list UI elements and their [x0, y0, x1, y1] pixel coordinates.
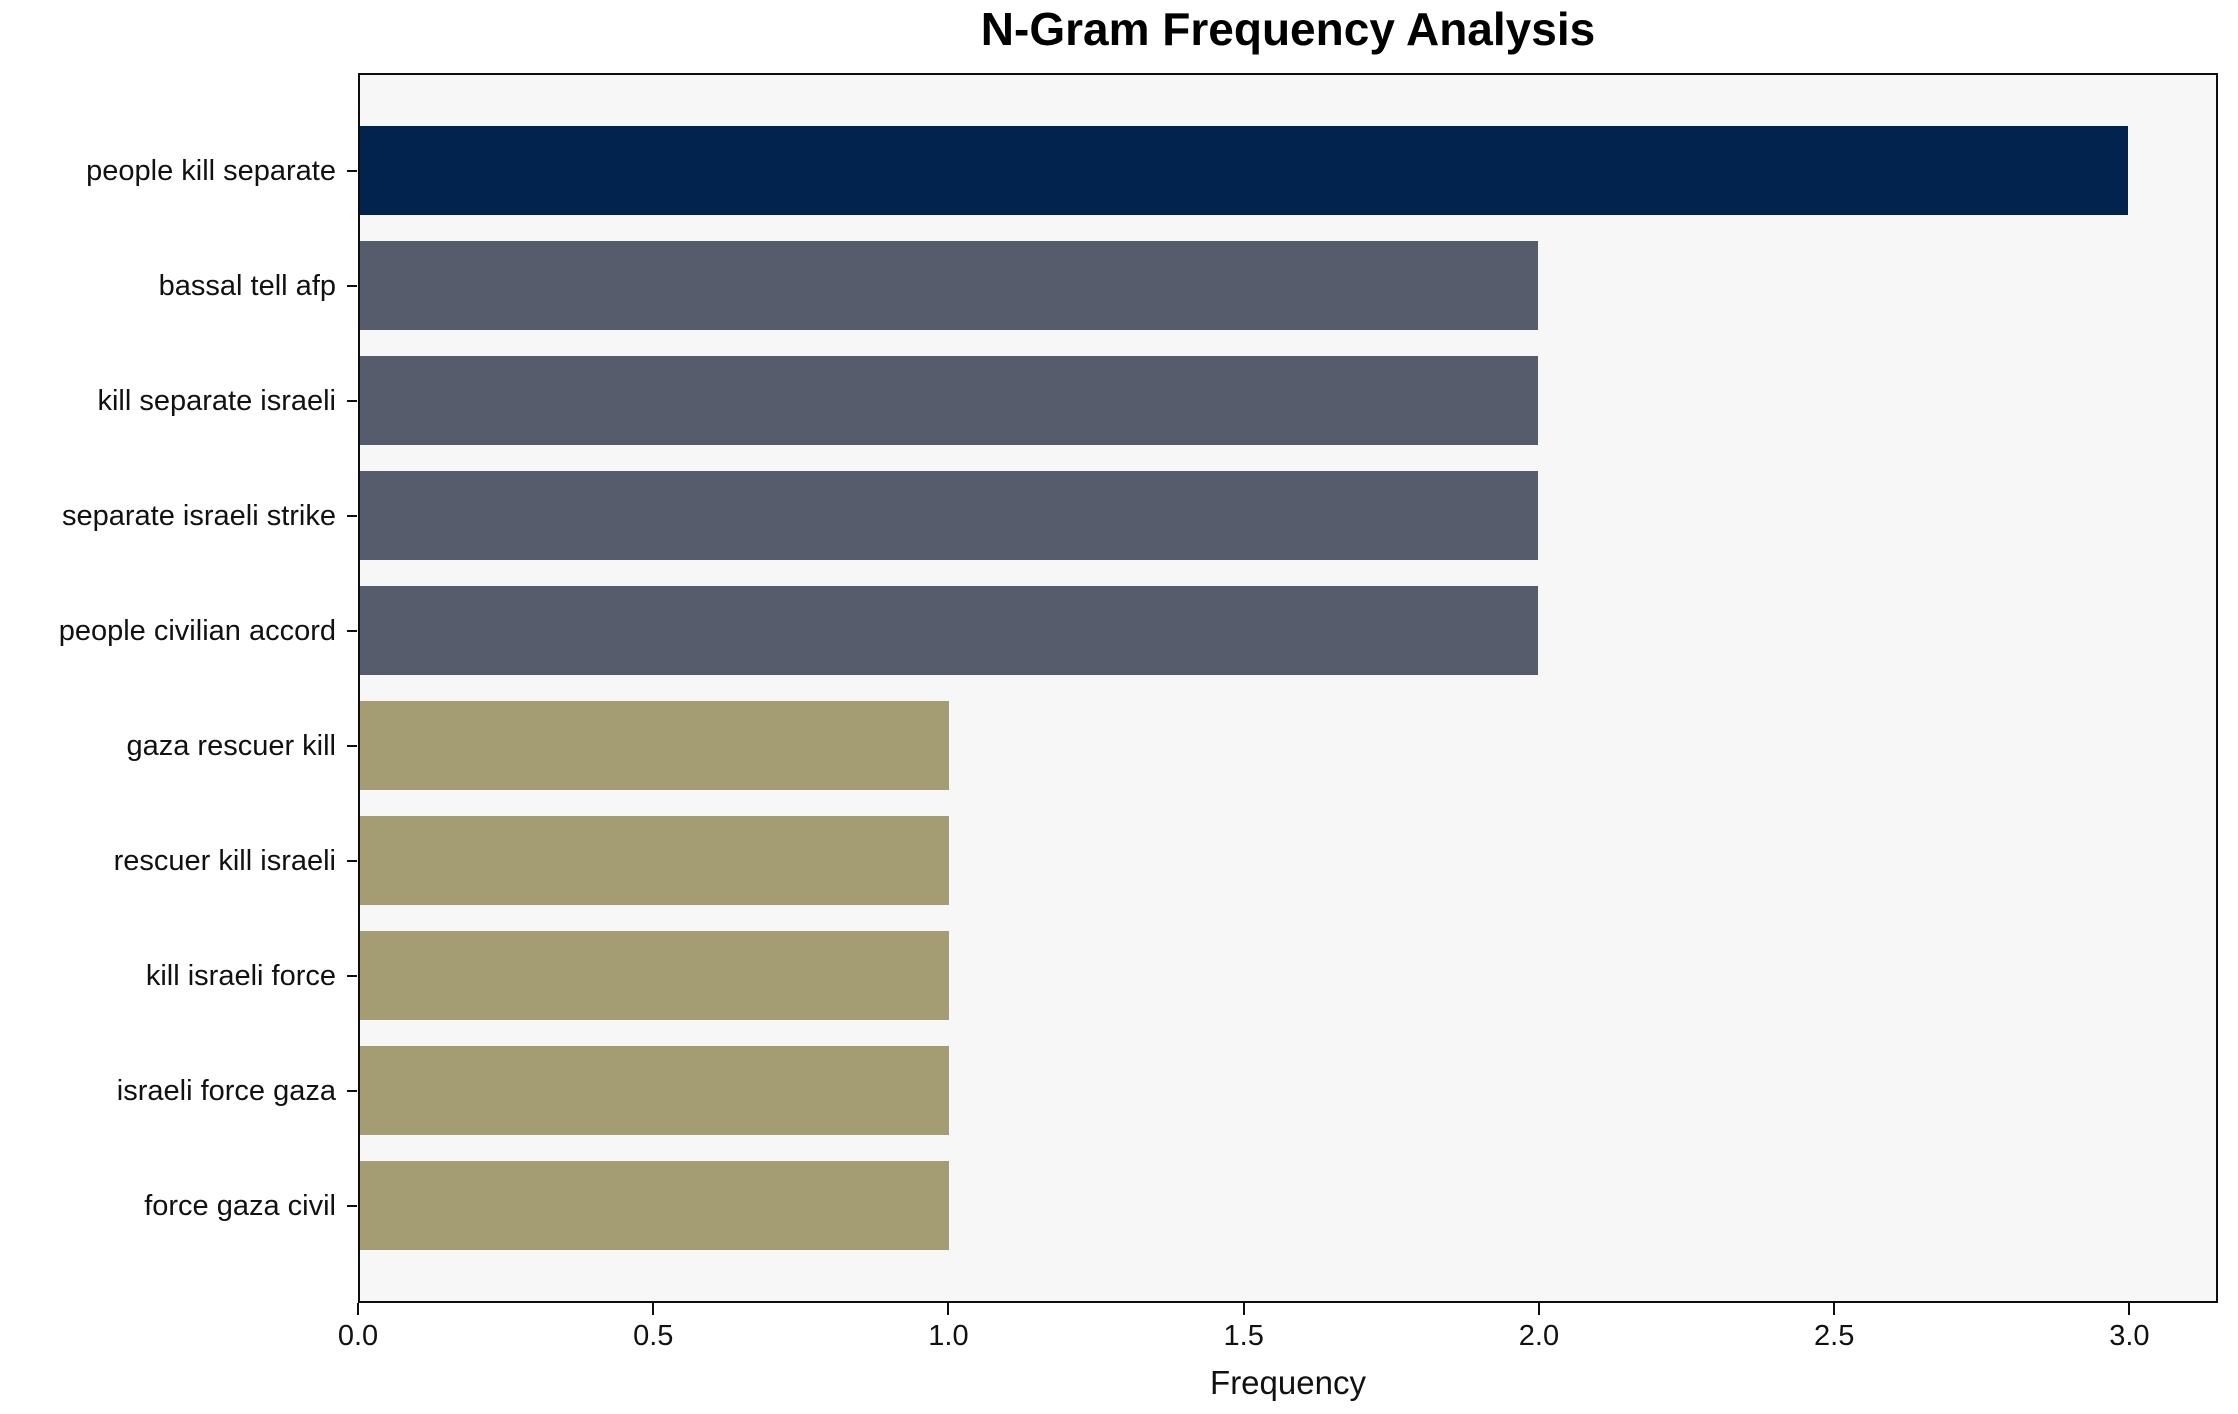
y-tick-label: people civilian accord [58, 614, 336, 647]
y-tick-mark [347, 974, 357, 977]
x-tick-mark [1833, 1303, 1836, 1315]
y-tick-label: people kill separate [86, 154, 336, 187]
bar [360, 701, 950, 790]
plot-area [358, 73, 2218, 1303]
y-tick-label: kill separate israeli [97, 384, 336, 417]
y-tick-mark [347, 399, 357, 402]
bar [360, 471, 1539, 560]
bar [360, 356, 1539, 445]
y-tick-mark [347, 514, 357, 517]
y-axis: people kill separate bassal tell afp kill … [0, 73, 342, 1303]
x-tick-label: 3.0 [2109, 1320, 2150, 1352]
x-tick-label: 0.0 [337, 1320, 379, 1352]
y-tick-label: rescuer kill israeli [113, 844, 336, 877]
y-tick-label: force gaza civil [144, 1189, 336, 1222]
x-tick-mark [947, 1303, 950, 1315]
y-tick-mark [347, 1204, 357, 1207]
bar [360, 1161, 950, 1250]
y-tick-mark [347, 629, 357, 632]
bar [360, 586, 1539, 675]
x-tick-label: 1.5 [1223, 1320, 1264, 1352]
chart-title: N-Gram Frequency Analysis [980, 3, 1596, 55]
bar [360, 126, 2128, 215]
x-tick-label: 0.5 [633, 1320, 674, 1352]
y-tick-label: israeli force gaza [116, 1074, 336, 1107]
x-tick-label: 2.0 [1518, 1320, 1560, 1352]
x-tick-label: 1.0 [928, 1320, 969, 1352]
x-tick-label: 2.5 [1814, 1320, 1855, 1352]
x-tick-mark [2128, 1303, 2131, 1315]
y-tick-mark [347, 1089, 357, 1092]
y-tick-label: bassal tell afp [158, 269, 336, 302]
x-tick-mark [652, 1303, 655, 1315]
bar [360, 241, 1539, 330]
y-tick-label: gaza rescuer kill [126, 729, 336, 762]
bar [360, 1046, 950, 1135]
y-tick-mark [347, 169, 357, 172]
x-tick-mark [357, 1303, 359, 1315]
y-tick-label: kill israeli force [145, 959, 336, 992]
x-axis-label: Frequency [1210, 1364, 1366, 1401]
y-tick-mark [347, 859, 357, 862]
bar [360, 816, 950, 905]
y-tick-label: separate israeli strike [62, 499, 336, 532]
x-tick-mark [1537, 1303, 1540, 1315]
y-tick-mark [347, 284, 357, 287]
x-tick-mark [1242, 1303, 1245, 1315]
bar [360, 931, 950, 1020]
y-tick-mark [347, 744, 357, 747]
